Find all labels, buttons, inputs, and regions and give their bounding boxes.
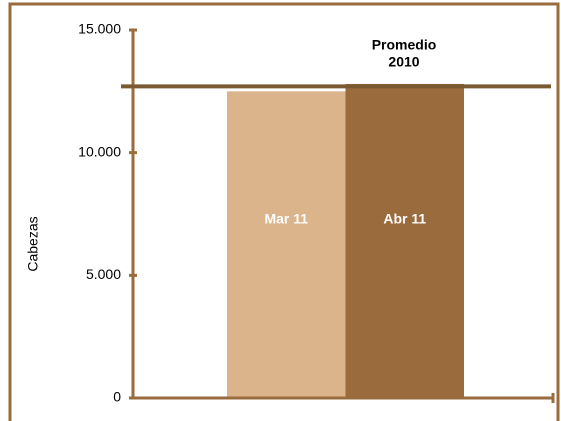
reference-label: Promedio xyxy=(372,37,437,53)
y-tick-label: 10.000 xyxy=(78,143,121,159)
frame xyxy=(8,2,560,421)
y-tick-label: 5.000 xyxy=(86,266,121,282)
y-tick-label: 0 xyxy=(113,389,121,405)
y-tick-label: 15.000 xyxy=(78,21,121,37)
y-axis-label: Cabezas xyxy=(25,216,41,271)
bar-label: Mar 11 xyxy=(264,211,308,227)
reference-label: 2010 xyxy=(388,54,419,70)
bar xyxy=(345,83,464,399)
bar xyxy=(227,91,346,398)
bar-label: Abr 11 xyxy=(383,211,426,227)
